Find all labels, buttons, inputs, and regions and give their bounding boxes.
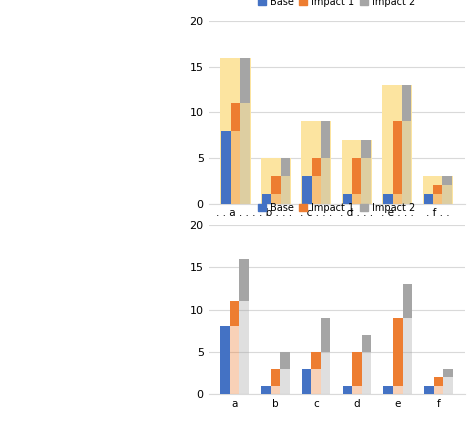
Bar bbox=[240, 58, 249, 103]
Bar bbox=[393, 386, 402, 394]
Bar bbox=[383, 386, 393, 394]
Bar bbox=[382, 85, 412, 204]
Bar bbox=[352, 352, 362, 386]
Bar bbox=[271, 369, 280, 386]
Bar bbox=[352, 158, 362, 194]
Bar bbox=[321, 352, 330, 394]
Bar bbox=[433, 194, 442, 204]
Bar bbox=[321, 121, 330, 158]
Bar bbox=[231, 131, 240, 204]
Bar bbox=[271, 386, 280, 394]
Bar bbox=[321, 158, 330, 204]
Bar bbox=[280, 352, 290, 369]
Bar bbox=[424, 386, 434, 394]
Bar bbox=[281, 176, 290, 204]
Bar bbox=[434, 377, 443, 386]
Legend: Base, Impact 1, Impact 2: Base, Impact 1, Impact 2 bbox=[254, 0, 419, 11]
Bar bbox=[352, 194, 362, 204]
Bar bbox=[402, 318, 412, 394]
Bar bbox=[392, 121, 402, 194]
Bar bbox=[220, 326, 230, 394]
Bar bbox=[231, 103, 240, 131]
Bar bbox=[231, 131, 240, 204]
Bar bbox=[433, 194, 442, 204]
Bar bbox=[362, 158, 371, 204]
Bar bbox=[352, 194, 362, 204]
Bar bbox=[392, 194, 402, 204]
Bar bbox=[280, 369, 290, 394]
Bar bbox=[271, 176, 281, 194]
Bar bbox=[230, 326, 239, 394]
Bar bbox=[311, 176, 321, 204]
Bar bbox=[321, 318, 330, 352]
Bar bbox=[271, 386, 280, 394]
Bar bbox=[230, 301, 239, 326]
Bar bbox=[434, 386, 443, 394]
Bar bbox=[352, 386, 362, 394]
Bar bbox=[402, 85, 411, 121]
Bar bbox=[433, 185, 442, 194]
Bar bbox=[281, 158, 290, 176]
Bar bbox=[402, 121, 411, 204]
Bar bbox=[302, 369, 311, 394]
Bar bbox=[311, 176, 321, 204]
Bar bbox=[362, 352, 371, 394]
Bar bbox=[220, 58, 251, 204]
Bar bbox=[393, 318, 402, 386]
Bar bbox=[221, 131, 231, 204]
Bar bbox=[442, 176, 452, 185]
Bar bbox=[392, 194, 402, 204]
Bar bbox=[442, 185, 452, 204]
Bar bbox=[311, 369, 321, 394]
Bar bbox=[311, 158, 321, 176]
Bar bbox=[239, 259, 249, 301]
Bar bbox=[402, 284, 412, 318]
Bar bbox=[424, 194, 433, 204]
Bar bbox=[343, 194, 352, 204]
Bar bbox=[422, 176, 453, 204]
Bar bbox=[301, 121, 331, 204]
Bar bbox=[362, 335, 371, 352]
Bar bbox=[262, 194, 271, 204]
Bar bbox=[434, 386, 443, 394]
Bar bbox=[443, 369, 453, 377]
Bar bbox=[261, 386, 271, 394]
Bar bbox=[443, 377, 453, 394]
Bar bbox=[230, 326, 239, 394]
Bar bbox=[271, 194, 281, 204]
Bar bbox=[393, 386, 402, 394]
Bar bbox=[311, 369, 321, 394]
Bar bbox=[240, 103, 249, 204]
Bar bbox=[239, 301, 249, 394]
Bar bbox=[343, 386, 352, 394]
Bar bbox=[311, 352, 321, 369]
Legend: Base, Impact 1, Impact 2: Base, Impact 1, Impact 2 bbox=[254, 199, 419, 217]
Bar bbox=[342, 139, 372, 204]
Bar bbox=[383, 194, 392, 204]
Bar bbox=[362, 140, 371, 158]
Bar bbox=[352, 386, 362, 394]
Bar bbox=[302, 176, 311, 204]
Bar bbox=[261, 158, 291, 204]
Bar bbox=[271, 194, 281, 204]
